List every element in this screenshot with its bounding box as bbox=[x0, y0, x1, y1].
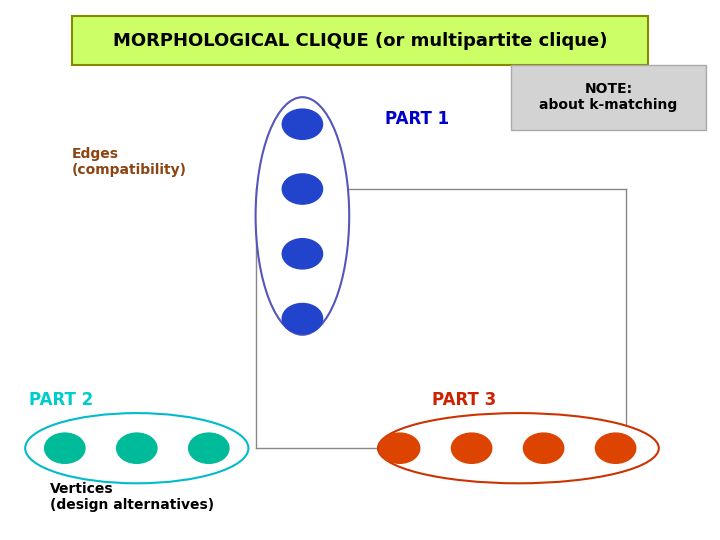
Circle shape bbox=[379, 433, 420, 463]
Circle shape bbox=[45, 433, 85, 463]
Text: Edges
(compatibility): Edges (compatibility) bbox=[72, 147, 187, 177]
Text: PART 2: PART 2 bbox=[29, 390, 93, 409]
Circle shape bbox=[189, 433, 229, 463]
Circle shape bbox=[282, 303, 323, 334]
Text: PART 1: PART 1 bbox=[385, 110, 449, 128]
FancyBboxPatch shape bbox=[511, 65, 706, 130]
FancyBboxPatch shape bbox=[72, 16, 648, 65]
Text: MORPHOLOGICAL CLIQUE (or multipartite clique): MORPHOLOGICAL CLIQUE (or multipartite cl… bbox=[113, 31, 607, 50]
Circle shape bbox=[451, 433, 492, 463]
Text: Vertices
(design alternatives): Vertices (design alternatives) bbox=[50, 482, 215, 512]
Circle shape bbox=[523, 433, 564, 463]
Circle shape bbox=[282, 174, 323, 204]
Ellipse shape bbox=[25, 413, 248, 483]
Circle shape bbox=[117, 433, 157, 463]
Circle shape bbox=[595, 433, 636, 463]
Text: NOTE:
about k-matching: NOTE: about k-matching bbox=[539, 82, 678, 112]
Ellipse shape bbox=[378, 413, 659, 483]
Text: PART 3: PART 3 bbox=[432, 390, 496, 409]
Circle shape bbox=[282, 239, 323, 269]
Circle shape bbox=[282, 109, 323, 139]
Ellipse shape bbox=[256, 97, 349, 335]
